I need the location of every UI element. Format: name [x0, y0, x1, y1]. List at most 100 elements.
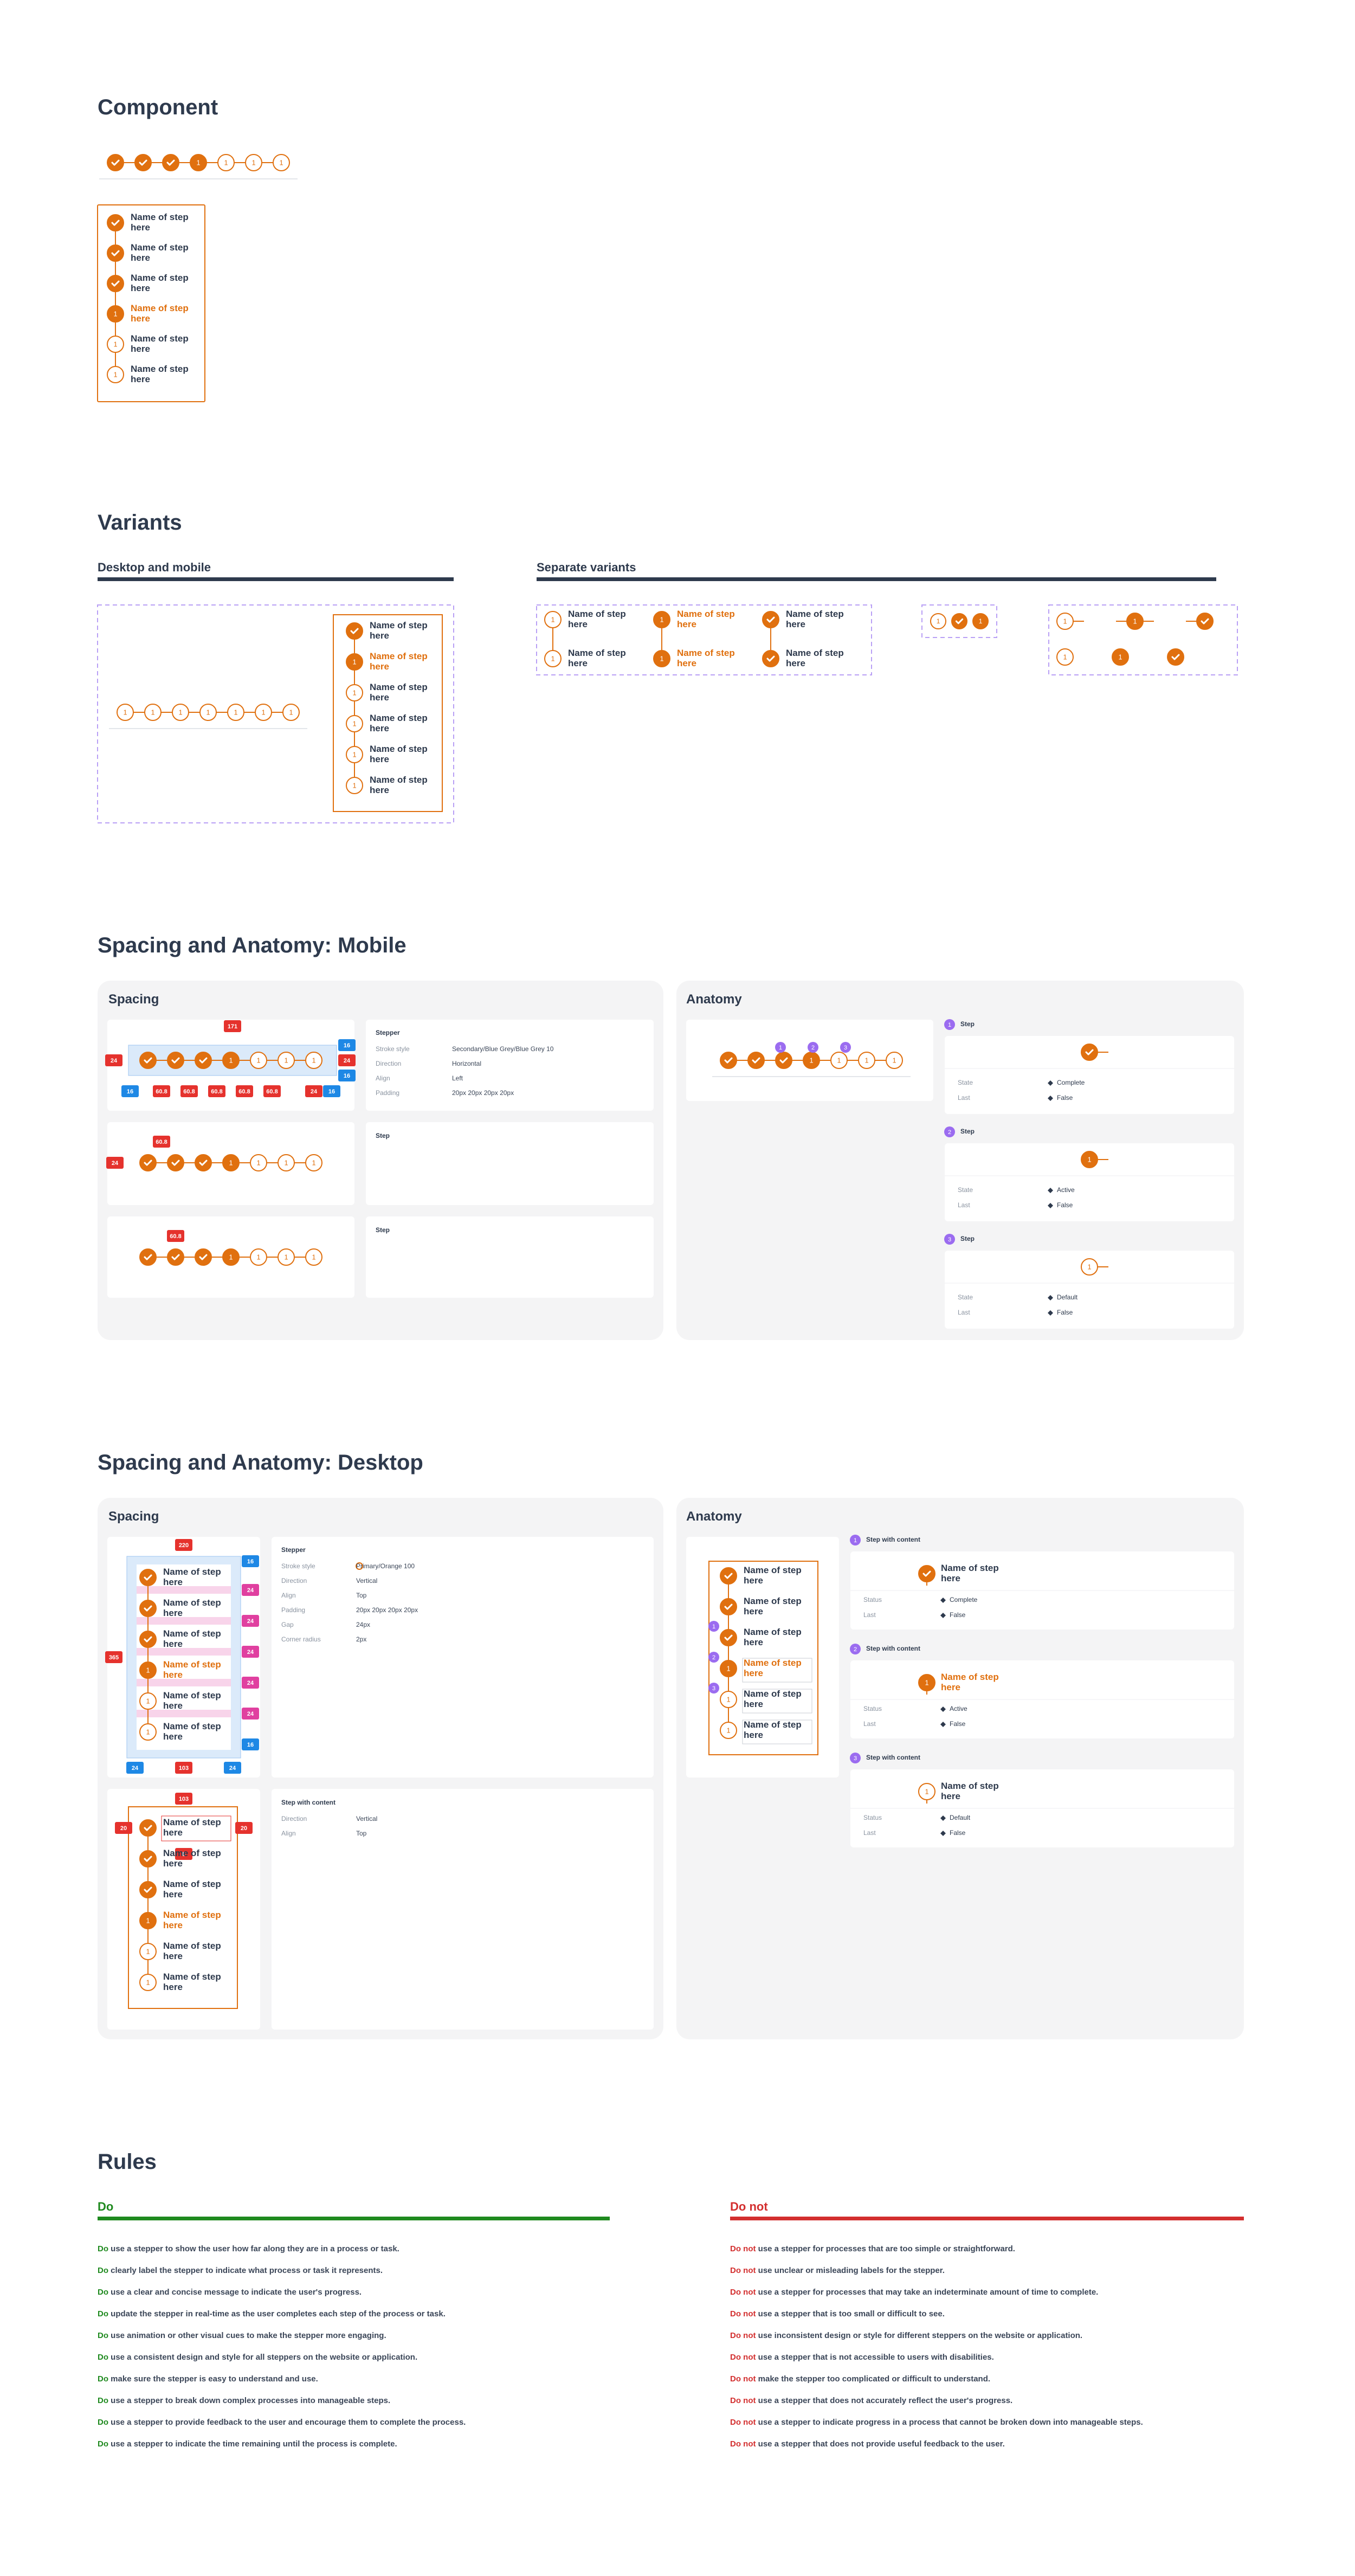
- spacing-value: 103: [179, 1765, 189, 1772]
- step-circle: [278, 1154, 295, 1171]
- prop-key: Status: [863, 1705, 882, 1712]
- rule-item: Do update the stepper in real-time as th…: [98, 2309, 446, 2319]
- step-number: 1: [312, 1158, 315, 1167]
- step-circle: [720, 1691, 737, 1708]
- spacing-badge: [153, 1085, 170, 1097]
- prop-value: Complete: [950, 1596, 978, 1603]
- step-number: 1: [809, 1056, 813, 1064]
- anatomy-marker-number: 2: [811, 1045, 815, 1051]
- step-circle: [139, 1943, 157, 1960]
- prop-key: Last: [958, 1309, 970, 1316]
- spacing-value: 24: [247, 1618, 254, 1625]
- prop-key: Last: [863, 1720, 876, 1728]
- step-number: 1: [1133, 617, 1137, 625]
- check-icon: [111, 220, 120, 226]
- spacing-value: 60.8: [170, 1233, 181, 1240]
- spacing-value: 24: [344, 1058, 351, 1064]
- step-number: 1: [229, 1158, 233, 1167]
- anatomy-marker-number: 2: [712, 1654, 715, 1661]
- content-outline: [742, 1689, 812, 1714]
- prop-value: False: [1057, 1094, 1073, 1102]
- spacing-value: 365: [109, 1654, 119, 1661]
- divider: [98, 2217, 610, 2220]
- step-circle: [346, 684, 363, 701]
- prop-key: Stroke style: [376, 1045, 410, 1053]
- diamond-icon: [940, 1598, 946, 1603]
- check-icon: [779, 1057, 788, 1064]
- step-number: 1: [113, 370, 117, 378]
- step-number: 1: [206, 708, 210, 716]
- step-circle: [139, 1723, 157, 1741]
- subsection-title: Desktop and mobile: [98, 561, 211, 574]
- rule-item: Do not make the stepper too complicated …: [730, 2374, 990, 2384]
- spacing-value: 60.8: [156, 1089, 167, 1095]
- rule-lead: Do not: [730, 2288, 756, 2297]
- check-icon: [111, 159, 120, 166]
- spacing-value: 171: [228, 1023, 237, 1030]
- card: [945, 1251, 1234, 1329]
- spacing-value: 60.8: [183, 1089, 195, 1095]
- prop-value: Active: [950, 1705, 967, 1712]
- step-number: 1: [726, 1726, 730, 1734]
- prop-key: Corner radius: [281, 1635, 321, 1643]
- spacing-badge: [121, 1085, 139, 1097]
- step-number: 1: [229, 1253, 233, 1261]
- check-icon: [144, 1605, 152, 1612]
- panel-title: Spacing: [108, 992, 159, 1007]
- check-icon: [724, 1603, 733, 1610]
- prop-value: 24px: [356, 1621, 371, 1628]
- rule-item: Do use a stepper to break down complex p…: [98, 2396, 390, 2405]
- spacing-badge: [106, 1157, 124, 1169]
- step-number: 1: [892, 1056, 896, 1064]
- rule-item: Do not use a stepper that is too small o…: [730, 2309, 945, 2319]
- anatomy-marker: [850, 1644, 861, 1654]
- check-icon: [724, 1634, 733, 1641]
- rule-item: Do not use a stepper to indicate progres…: [730, 2418, 1143, 2427]
- anatomy-marker: [850, 1753, 861, 1763]
- content-area: [137, 1564, 231, 1750]
- variant-frame: [97, 604, 454, 823]
- check-icon: [111, 280, 120, 287]
- step-label: Name of step here: [677, 609, 735, 629]
- spacing-value: 103: [179, 1796, 189, 1802]
- rule-item: Do not use a stepper that is not accessi…: [730, 2353, 994, 2362]
- card: [366, 1020, 654, 1111]
- spacing-badge: [105, 1054, 122, 1066]
- prop-key: Gap: [281, 1621, 294, 1628]
- check-icon: [166, 159, 175, 166]
- prop-key: Padding: [281, 1606, 306, 1614]
- spacing-badge: [242, 1646, 259, 1658]
- prop-key: Last: [863, 1829, 876, 1837]
- prop-key: Direction: [281, 1815, 307, 1822]
- spacing-value: 8: [182, 1851, 185, 1858]
- step-label: Name of step here: [786, 609, 844, 629]
- spacing-value: 16: [247, 1742, 254, 1748]
- step-number: 1: [1118, 653, 1122, 661]
- step-label: Name of step here: [163, 1598, 221, 1618]
- step-number: 1: [196, 158, 200, 166]
- anatomy-marker: [808, 1042, 818, 1053]
- spacing-value: 60.8: [211, 1089, 222, 1095]
- step-number: 1: [279, 158, 283, 166]
- step-circle: [222, 1052, 240, 1069]
- anatomy-marker: [840, 1042, 851, 1053]
- spacing-badge: [242, 1555, 259, 1567]
- step-number: 1: [726, 1664, 730, 1672]
- step-label: Name of step here: [744, 1720, 802, 1740]
- step-label: Name of step here: [370, 713, 428, 733]
- step-number: 1: [284, 1158, 288, 1167]
- step-label: Name of step here: [131, 333, 189, 354]
- rule-text: make sure the stepper is easy to underst…: [111, 2374, 318, 2384]
- step-number: 1: [289, 708, 293, 716]
- step-number: 1: [256, 1056, 260, 1064]
- step-circle: [305, 1052, 322, 1069]
- prop-value: Vertical: [356, 1815, 378, 1822]
- step-number: 1: [1087, 1155, 1091, 1163]
- step-label: Name of step here: [744, 1565, 802, 1586]
- check-icon: [144, 1574, 152, 1581]
- anatomy-heading: Step: [960, 1128, 975, 1135]
- card: [945, 1036, 1234, 1114]
- rule-text: use a clear and concise message to indic…: [111, 2288, 362, 2297]
- props-heading: Step with content: [281, 1799, 335, 1806]
